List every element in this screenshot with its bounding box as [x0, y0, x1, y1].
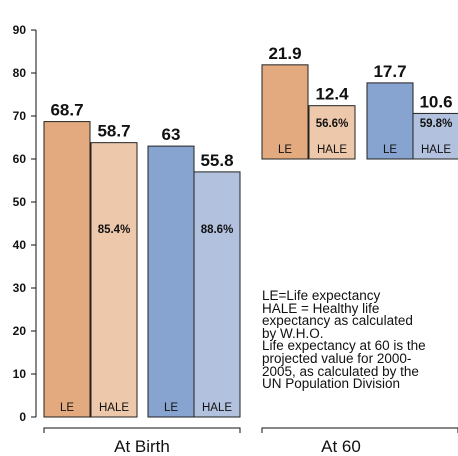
bar-percent-label: 56.6% — [316, 118, 349, 130]
group-bracket — [43, 427, 241, 433]
y-tick-label: 40 — [13, 238, 27, 252]
bar — [90, 142, 138, 418]
bar-value-label: 58.7 — [97, 122, 130, 141]
y-tick-label: 10 — [13, 367, 27, 381]
y-tick-label: 0 — [19, 410, 26, 424]
note-line: 2005, as calculated by the — [262, 363, 419, 379]
bar-value-label: 10.6 — [419, 92, 452, 111]
note-line: by W.H.O. — [262, 325, 324, 341]
bar-base-label: HALE — [202, 402, 232, 414]
note-line: projected value for 2000- — [262, 350, 412, 366]
legend-note: LE=Life expectancy HALE = Healthy life e… — [262, 288, 458, 392]
bar — [193, 171, 241, 418]
bar — [412, 112, 458, 160]
group-label: At Birth — [114, 437, 170, 456]
bar-base-label: LE — [278, 144, 292, 156]
note-line: UN Population Division — [262, 376, 401, 392]
y-tick-label: 20 — [13, 324, 27, 338]
y-tick-label: 70 — [13, 109, 27, 123]
bar-value-label: 68.7 — [50, 101, 83, 120]
group-labels: At Birth At 60 — [43, 427, 458, 456]
bar — [43, 121, 91, 418]
note-line: LE=Life expectancy — [262, 288, 381, 303]
bar-value-label: 63 — [162, 125, 181, 144]
bar-base-label: LE — [383, 144, 397, 156]
bar — [366, 82, 414, 160]
bar-value-label: 17.7 — [373, 62, 406, 81]
bar-percent-label: 85.4% — [98, 224, 131, 236]
bar-value-label: 21.9 — [268, 44, 301, 63]
bar-percent-label: 88.6% — [201, 224, 234, 236]
bar-base-label: LE — [164, 402, 178, 414]
group-label: At 60 — [321, 437, 361, 456]
y-tick-label: 90 — [13, 23, 27, 37]
bars: 68.7 LE 58.7 HALE 85.4% 63 LE 55.8 HALE 88.6% 21.9… — [43, 44, 458, 418]
note-line: expectancy as calculated — [262, 313, 413, 329]
bar-percent-label: 59.8% — [420, 118, 453, 130]
y-tick-label: 30 — [13, 281, 27, 295]
bar — [261, 64, 309, 160]
bar — [308, 105, 356, 160]
y-axis: 0 10 20 30 40 50 60 70 80 90 — [13, 23, 37, 424]
bar-base-label: HALE — [421, 144, 451, 156]
y-tick-label: 50 — [13, 195, 27, 209]
note-line: HALE = Healthy life — [262, 300, 380, 316]
note-line: Life expectancy at 60 is the — [262, 338, 426, 354]
bar-base-label: LE — [60, 402, 74, 414]
y-tick-label: 60 — [13, 152, 27, 166]
bar — [147, 145, 195, 418]
y-tick-label: 80 — [13, 66, 27, 80]
bar-value-label: 12.4 — [315, 85, 349, 104]
bar-base-label: HALE — [317, 144, 347, 156]
bar-value-label: 55.8 — [200, 151, 233, 170]
bar-base-label: HALE — [99, 402, 129, 414]
group-bracket — [261, 427, 458, 433]
